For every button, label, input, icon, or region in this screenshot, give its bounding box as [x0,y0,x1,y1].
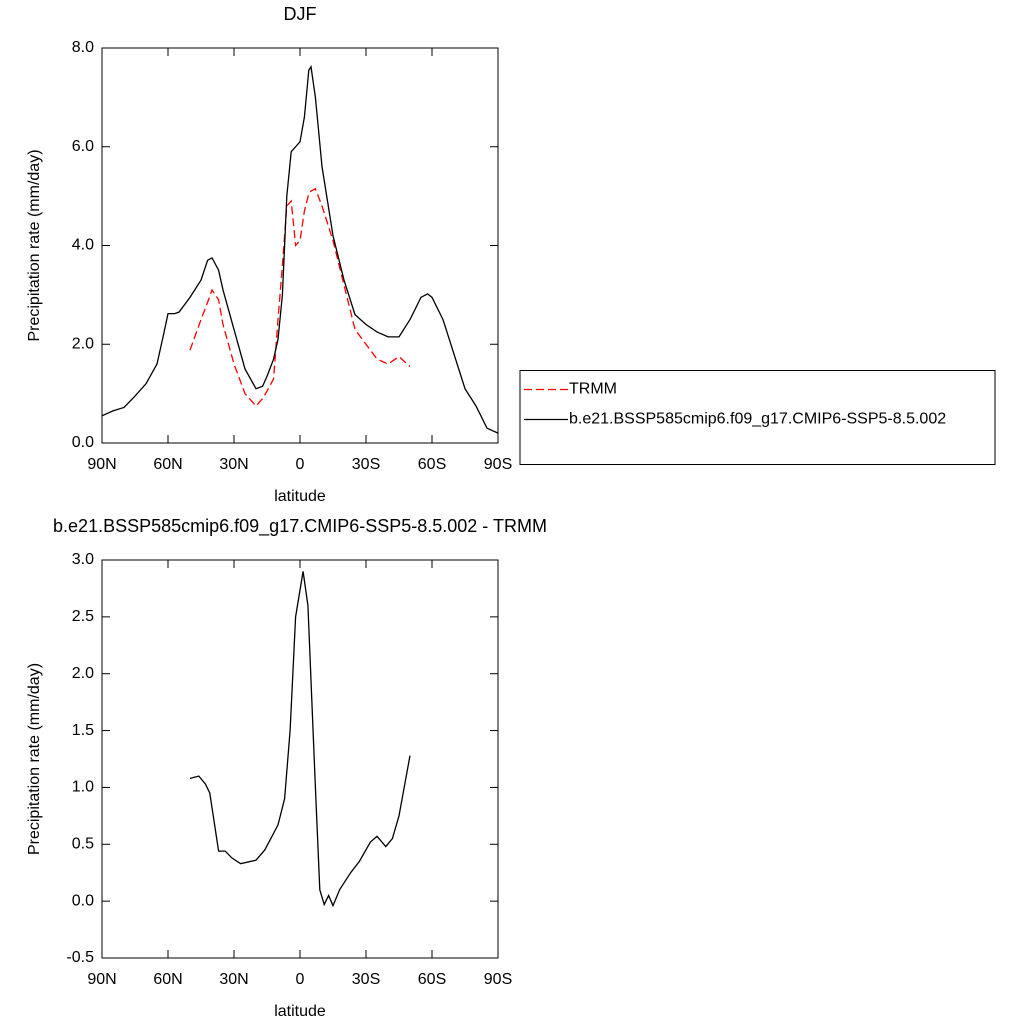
x-tick-label: 60S [418,971,446,988]
x-tick-label: 0 [296,971,305,988]
y-tick-label: 0.0 [72,892,94,909]
plot-frame [101,47,499,444]
x-tick-label: 90N [87,456,116,473]
legend-label: TRMM [569,381,617,398]
y-tick-label: 6.0 [72,138,94,155]
y-tick-label: 2.0 [72,665,94,682]
y-tick-label: 3.0 [72,551,94,568]
y-tick-label: 2.0 [72,335,94,352]
plot-frame [101,559,499,959]
x-tick-label: 90S [484,971,512,988]
legend-box [519,370,996,465]
y-tick-label: 2.5 [72,608,94,625]
x-tick-label: 90S [484,456,512,473]
x-axis-label: latitude [274,1003,326,1020]
y-tick-label: 0.5 [72,836,94,853]
y-tick-label: 1.5 [72,722,94,739]
y-tick-label: 0.0 [72,434,94,451]
x-tick-label: 30N [219,456,248,473]
x-tick-label: 30S [352,971,380,988]
y-tick-label: 4.0 [72,237,94,254]
y-tick-label: 1.0 [72,779,94,796]
data-line [189,187,411,407]
x-tick-label: 30S [352,456,380,473]
x-tick-label: 0 [296,456,305,473]
chart-title: DJF [284,4,317,24]
y-tick-label: -0.5 [66,949,94,966]
x-tick-label: 90N [87,971,116,988]
data-line [189,571,411,908]
y-tick-label: 8.0 [72,39,94,56]
chart-title: b.e21.BSSP585cmip6.f09_g17.CMIP6-SSP5-8.… [53,516,547,537]
x-tick-label: 60S [418,456,446,473]
legend-label: b.e21.BSSP585cmip6.f09_g17.CMIP6-SSP5-8.… [569,411,946,428]
x-tick-label: 30N [219,971,248,988]
x-tick-label: 60N [153,456,182,473]
data-line [101,64,499,434]
x-tick-label: 60N [153,971,182,988]
x-axis-label: latitude [274,488,326,505]
y-axis-label: Precipitation rate (mm/day) [26,149,43,341]
y-axis-label: Precipitation rate (mm/day) [26,663,43,855]
